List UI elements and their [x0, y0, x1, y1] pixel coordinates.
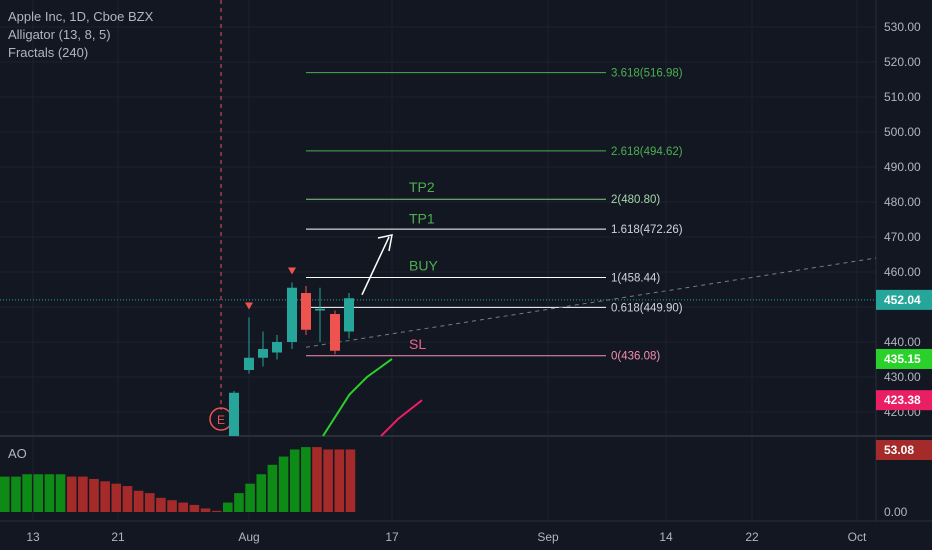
candle-body	[330, 314, 340, 351]
candle-body	[258, 349, 268, 358]
ao-bar	[334, 449, 345, 512]
price-tag	[876, 289, 932, 310]
time-axis-tick: Aug	[238, 530, 259, 544]
fib-level-label: 1.618(472.26)	[611, 224, 683, 236]
candle-body	[272, 342, 282, 353]
price-axis-tick: 440.00	[884, 335, 921, 349]
alligator-indicator-label[interactable]: Alligator (13, 8, 5)	[8, 27, 111, 42]
candle-body	[301, 293, 311, 330]
price-axis-tick: 530.00	[884, 20, 921, 34]
ao-bar	[223, 502, 233, 512]
time-axis-tick: 13	[26, 530, 40, 544]
candle-body	[229, 392, 239, 436]
ao-bar	[78, 476, 88, 512]
arrow-line	[361, 236, 390, 296]
fractal-down-icon	[288, 267, 296, 275]
ao-axis-tick: 0.00	[884, 505, 908, 519]
ao-bar	[189, 504, 200, 512]
fib-level-label: 2.618(494.62)	[611, 146, 683, 158]
chart-legend: Apple Inc, 1D, Cboe BZX Alligator (13, 8…	[8, 8, 153, 62]
ao-bar	[312, 447, 322, 512]
arrow-head-icon	[377, 234, 393, 252]
ao-value-tag	[876, 440, 932, 460]
ao-bar	[11, 476, 21, 512]
ao-bar	[345, 449, 356, 512]
fractal-down-icon	[245, 302, 253, 310]
price-tag-label: 452.04	[884, 293, 921, 307]
buy-annotation: BUY	[409, 257, 438, 273]
fib-level-label: 0.618(449.90)	[611, 302, 683, 314]
ao-bar	[267, 464, 278, 512]
price-axis-tick: 480.00	[884, 195, 921, 209]
candle-body	[287, 287, 297, 342]
ao-bar	[178, 502, 188, 512]
fractals-indicator-label[interactable]: Fractals (240)	[8, 45, 89, 60]
alligator-teeth-line	[380, 399, 423, 437]
ao-bar	[156, 497, 166, 512]
price-axis-tick: 430.00	[884, 370, 921, 384]
fib-level-label: 1(458.44)	[611, 272, 660, 284]
ao-bar	[211, 510, 222, 512]
ao-bar	[301, 447, 311, 512]
price-axis-tick: 460.00	[884, 265, 921, 279]
ao-bar	[122, 486, 133, 512]
candle-body	[315, 308, 325, 311]
price-tag-label: 435.15	[884, 352, 921, 366]
time-axis-tick: 21	[111, 530, 125, 544]
alligator-lips-line	[322, 358, 393, 437]
trend-line	[305, 257, 877, 348]
price-axis-tick: 510.00	[884, 90, 921, 104]
ao-bar	[66, 476, 77, 512]
fib-level-label: 2(480.80)	[611, 194, 660, 206]
price-axis-tick: 470.00	[884, 230, 921, 244]
fib-level-label: 3.618(516.98)	[611, 68, 683, 80]
ao-bar	[44, 474, 55, 512]
ao-bar	[289, 449, 300, 512]
ao-bar	[133, 490, 144, 512]
ao-bar	[278, 456, 289, 512]
ao-bar	[55, 474, 66, 512]
tp2-annotation: TP2	[409, 179, 435, 195]
candle-body	[344, 298, 354, 332]
tp1-annotation: TP1	[409, 211, 435, 227]
time-axis-tick: Sep	[537, 530, 559, 544]
ao-bar	[22, 474, 32, 512]
ao-bar	[100, 481, 110, 512]
price-tag	[876, 348, 932, 369]
ao-bar	[33, 474, 44, 512]
price-tag	[876, 390, 932, 411]
time-axis-tick: Oct	[848, 530, 867, 544]
time-axis-tick: 17	[385, 530, 399, 544]
time-axis-tick: 14	[659, 530, 673, 544]
candle-body	[244, 357, 254, 370]
price-tag-label: 423.38	[884, 393, 921, 407]
ao-bar	[234, 493, 244, 512]
ao-indicator-label[interactable]: AO	[8, 446, 27, 461]
ao-bar	[167, 500, 177, 512]
price-axis-tick: 490.00	[884, 160, 921, 174]
ao-bar	[144, 493, 155, 512]
symbol-title[interactable]: Apple Inc, 1D, Cboe BZX	[8, 9, 154, 24]
ao-bar	[0, 476, 10, 512]
ao-bar	[323, 449, 333, 512]
ao-bar	[245, 483, 255, 512]
price-axis-tick: 500.00	[884, 125, 921, 139]
price-axis-tick: 520.00	[884, 55, 921, 69]
fib-level-label: 0(436.08)	[611, 351, 660, 363]
ao-bar	[89, 478, 99, 512]
sl-annotation: SL	[409, 336, 426, 352]
ao-bar	[200, 508, 211, 512]
ao-bar	[111, 483, 122, 512]
time-axis-tick: 22	[745, 530, 759, 544]
earnings-marker-label: E	[217, 413, 225, 427]
ao-value-label: 53.08	[884, 443, 914, 457]
ao-bar	[256, 474, 267, 512]
